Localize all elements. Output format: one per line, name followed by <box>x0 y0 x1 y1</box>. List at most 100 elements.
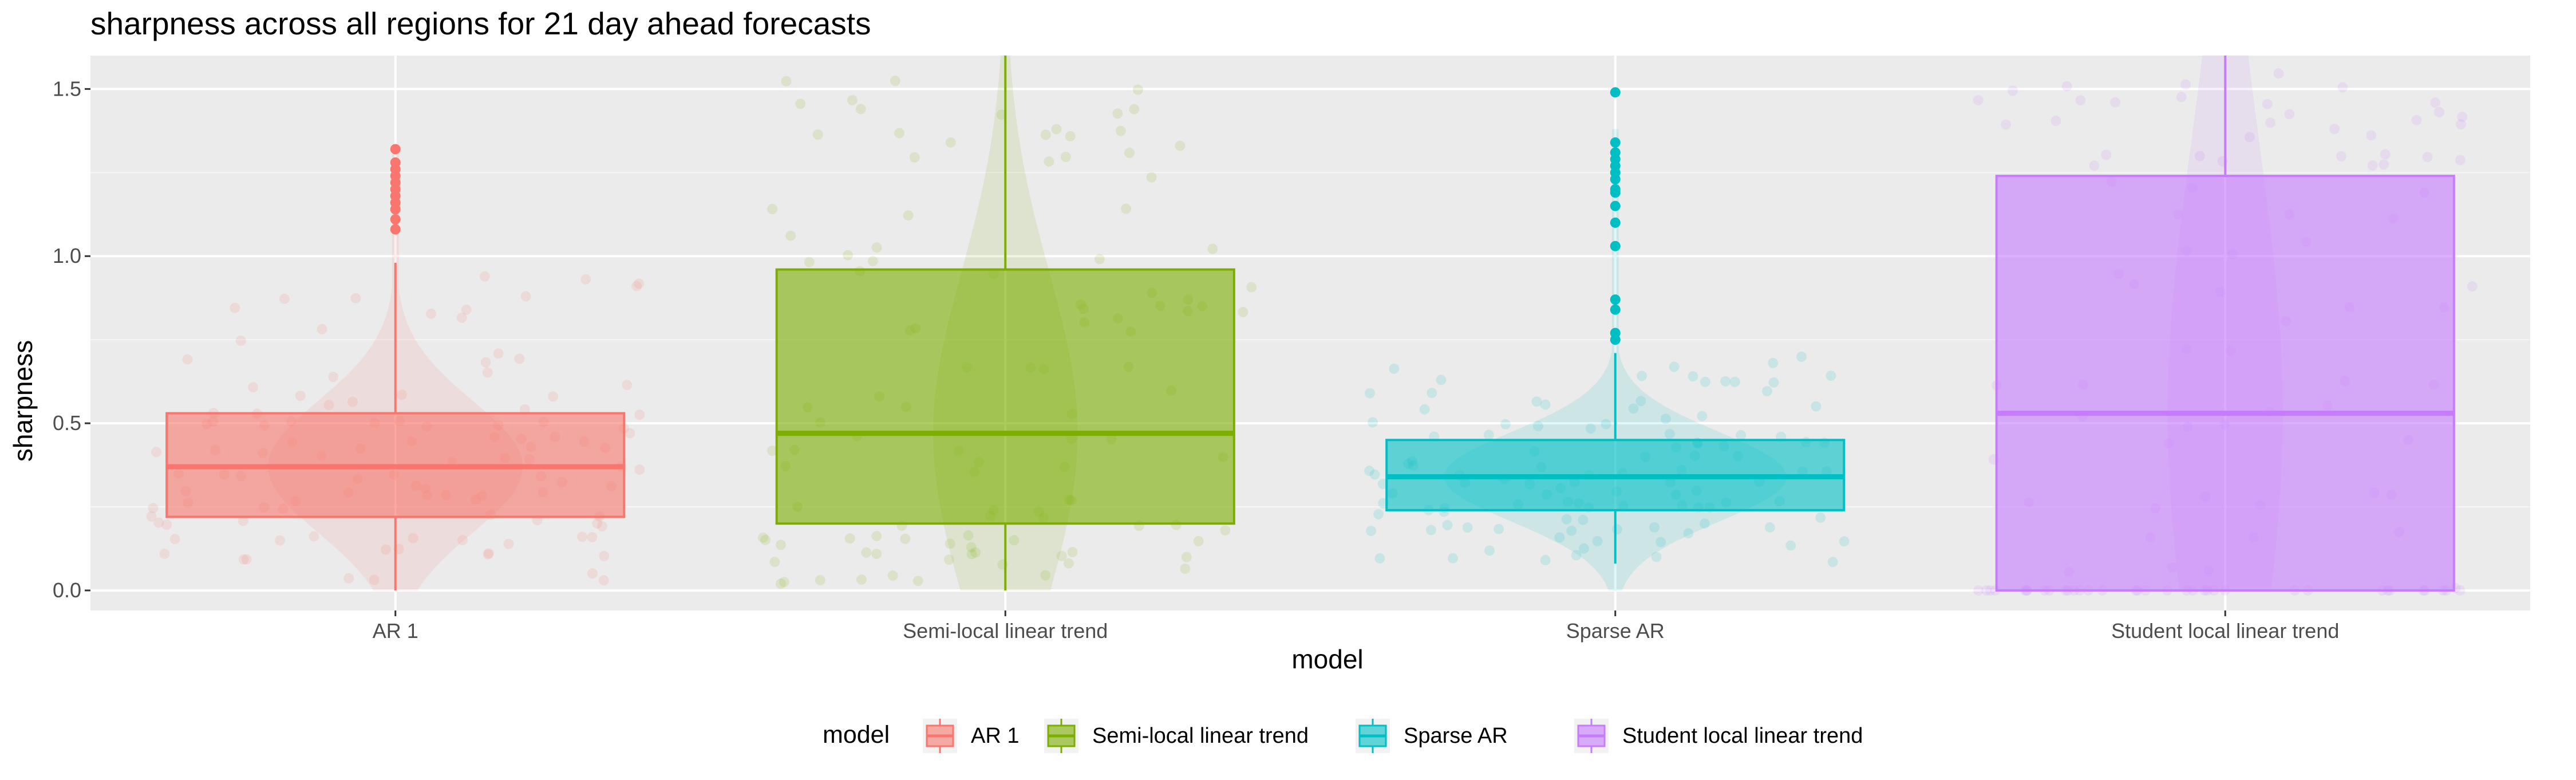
jitter-point <box>775 578 786 589</box>
jitter-point <box>426 308 436 319</box>
jitter-point <box>483 548 494 559</box>
jitter-point <box>1146 172 1157 183</box>
jitter-point <box>2455 155 2466 166</box>
jitter-point <box>592 518 603 529</box>
legend: model AR 1 Semi-local linear trend Sparse … <box>823 719 1863 753</box>
jitter-point <box>1246 282 1257 293</box>
jitter-point <box>1366 526 1377 537</box>
jitter-point <box>1369 469 1380 480</box>
jitter-point <box>2467 281 2478 292</box>
jitter-point <box>159 549 170 559</box>
legend-item: Semi-local linear trend <box>1044 719 1309 753</box>
jitter-point <box>2379 159 2389 170</box>
jitter-point <box>1826 371 1836 381</box>
jitter-point <box>598 575 609 586</box>
jitter-point <box>1129 104 1140 115</box>
outlier-point <box>1610 184 1621 195</box>
legend-item: Sparse AR <box>1356 719 1508 753</box>
jitter-point <box>779 577 789 588</box>
outlier-point <box>390 214 401 225</box>
jitter-point <box>871 531 882 542</box>
jitter-point <box>1811 401 1822 412</box>
jitter-point <box>1426 525 1436 535</box>
jitter-point <box>1660 413 1671 424</box>
jitter-point <box>943 554 954 565</box>
jitter-point <box>587 532 598 542</box>
jitter-point <box>2337 82 2348 93</box>
jitter-point <box>1571 550 1582 561</box>
jitter-point <box>1427 388 1437 399</box>
jitter-point <box>1175 140 1186 151</box>
jitter-point <box>1067 547 1078 557</box>
jitter-point <box>1592 535 1603 546</box>
jitter-point <box>867 255 878 266</box>
jitter-point <box>2110 97 2121 108</box>
legend-item: Student local linear trend <box>1574 719 1863 753</box>
jitter-point <box>514 353 525 364</box>
jitter-point <box>1611 524 1622 535</box>
jitter-point <box>241 554 252 565</box>
jitter-point <box>966 549 977 560</box>
jitter-point <box>2380 149 2391 160</box>
x-axis: AR 1 Semi-local linear trend Sparse AR Stud… <box>373 610 2339 643</box>
jitter-point <box>2456 119 2467 130</box>
jitter-point <box>843 250 854 261</box>
jitter-point <box>323 400 334 411</box>
jitter-point <box>2422 152 2433 163</box>
legend-label: Student local linear trend <box>1622 724 1863 748</box>
legend-title: model <box>823 721 890 749</box>
jitter-point <box>1462 522 1473 533</box>
jitter-point <box>1736 430 1747 440</box>
jitter-point <box>248 382 259 393</box>
jitter-point <box>1132 84 1143 95</box>
x-tick-label: AR 1 <box>373 619 418 643</box>
jitter-point <box>169 534 180 545</box>
jitter-point <box>1827 557 1838 568</box>
boxplots <box>165 56 2455 592</box>
jitter-point <box>1729 376 1740 387</box>
jitter-point <box>599 550 610 561</box>
legend-label: AR 1 <box>971 724 1019 748</box>
jitter-point <box>151 447 161 458</box>
jitter-point <box>970 547 981 558</box>
jitter-point <box>483 549 493 560</box>
jitter-point <box>1985 585 1996 596</box>
jitter-point <box>1448 553 1458 564</box>
jitter-point <box>2265 117 2275 128</box>
jitter-point <box>2194 151 2205 161</box>
jitter-point <box>350 293 361 304</box>
jitter-point <box>1483 430 1494 440</box>
jitter-point <box>2411 115 2422 125</box>
jitter-point <box>2366 130 2377 141</box>
jitter-point <box>503 538 514 549</box>
jitter-point <box>309 531 319 542</box>
jitter-point <box>1494 523 1504 534</box>
jitter-point <box>871 242 882 253</box>
jitter-point <box>815 574 825 585</box>
jitter-point <box>963 530 974 541</box>
jitter-point <box>1044 156 1054 167</box>
jitter-point <box>758 532 768 543</box>
jitter-point <box>634 409 645 420</box>
jitter-point <box>1637 371 1647 381</box>
jitter-point <box>1115 125 1126 136</box>
jitter-point <box>1533 421 1543 432</box>
jitter-point <box>1056 550 1067 561</box>
jitter-point <box>1669 361 1680 372</box>
jitter-point <box>912 576 923 586</box>
jitter-point <box>781 76 792 86</box>
jitter-point <box>369 574 380 585</box>
jitter-point <box>760 534 771 545</box>
jitter-point <box>1364 466 1374 476</box>
jitter-point <box>1635 396 1646 407</box>
jitter-point <box>1065 131 1076 141</box>
jitter-point <box>887 570 898 581</box>
y-tick-label: 1.5 <box>53 77 81 100</box>
jitter-point <box>1664 428 1675 439</box>
jitter-point <box>900 533 911 544</box>
y-axis: 0.0 0.5 1.0 1.5 <box>53 77 90 602</box>
jitter-point <box>844 533 855 544</box>
jitter-point <box>1697 411 1708 421</box>
jitter-point <box>2244 132 2255 143</box>
jitter-point <box>235 336 246 346</box>
